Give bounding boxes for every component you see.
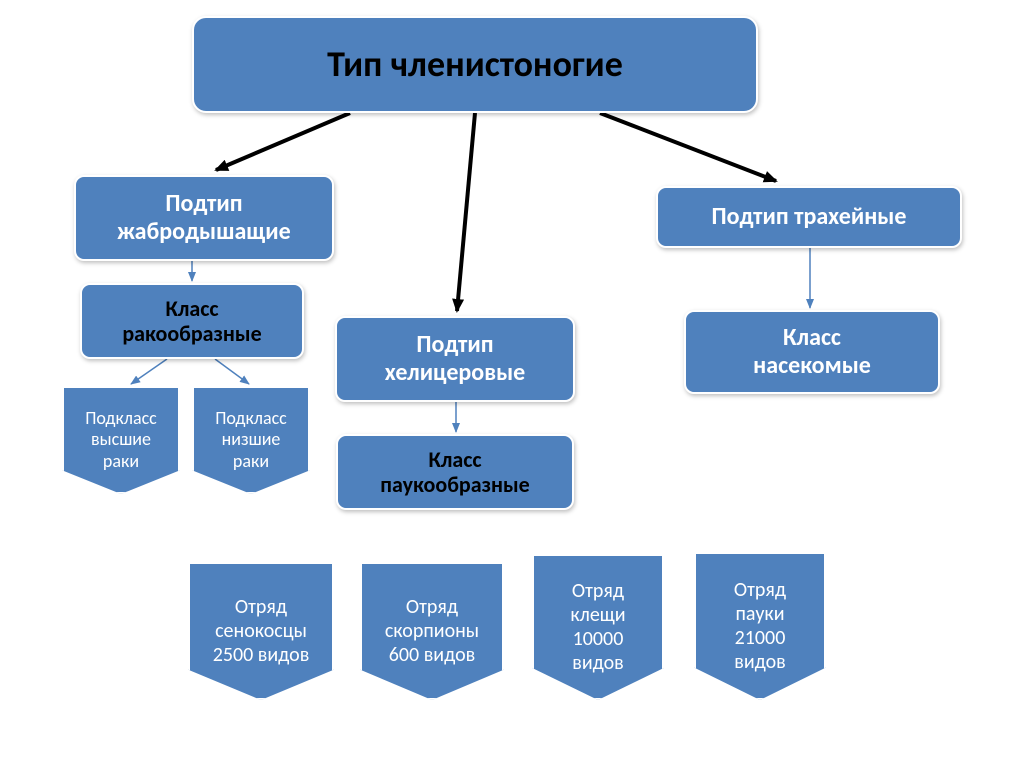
order-scorpiones-node: Отрядскорпионы600 видов xyxy=(360,562,504,700)
subclass-entomostraca-label: Подкласснизшиераки xyxy=(215,408,287,473)
root-node: Тип членистоногие xyxy=(192,16,758,113)
order-araneae-label: Отрядпауки21000видов xyxy=(734,578,786,674)
order-opiliones-node: Отрядсенокосцы2500 видов xyxy=(188,562,334,700)
order-araneae-node: Отрядпауки21000видов xyxy=(694,552,826,700)
root-label: Тип членистоногие xyxy=(327,44,623,85)
subtype-branchiata-label: Подтипжабродышащие xyxy=(117,190,290,245)
order-scorpiones-label: Отрядскорпионы600 видов xyxy=(385,595,479,667)
subtype-chelicerata-label: Подтипхелицеровые xyxy=(385,331,526,386)
subclass-malacostraca-node: Подклассвысшиераки xyxy=(62,386,180,494)
class-crustacea-label: Классракообразные xyxy=(122,296,261,347)
subtype-chelicerata-node: Подтипхелицеровые xyxy=(335,316,575,402)
subclass-malacostraca-label: Подклассвысшиераки xyxy=(85,408,157,473)
class-insecta-node: Класснасекомые xyxy=(684,310,940,394)
order-opiliones-label: Отрядсенокосцы2500 видов xyxy=(213,595,310,667)
subtype-tracheata-node: Подтип трахейные xyxy=(656,186,962,248)
order-acari-label: Отрядклещи10000видов xyxy=(570,579,625,675)
order-acari-node: Отрядклещи10000видов xyxy=(532,554,664,700)
class-arachnida-node: Класспаукообразные xyxy=(336,434,574,510)
class-crustacea-node: Классракообразные xyxy=(80,283,304,359)
subclass-entomostraca-node: Подкласснизшиераки xyxy=(192,386,310,494)
subtype-branchiata-node: Подтипжабродышащие xyxy=(74,175,334,261)
class-arachnida-label: Класспаукообразные xyxy=(380,447,529,498)
subtype-tracheata-label: Подтип трахейные xyxy=(712,203,907,231)
class-insecta-label: Класснасекомые xyxy=(753,324,871,379)
